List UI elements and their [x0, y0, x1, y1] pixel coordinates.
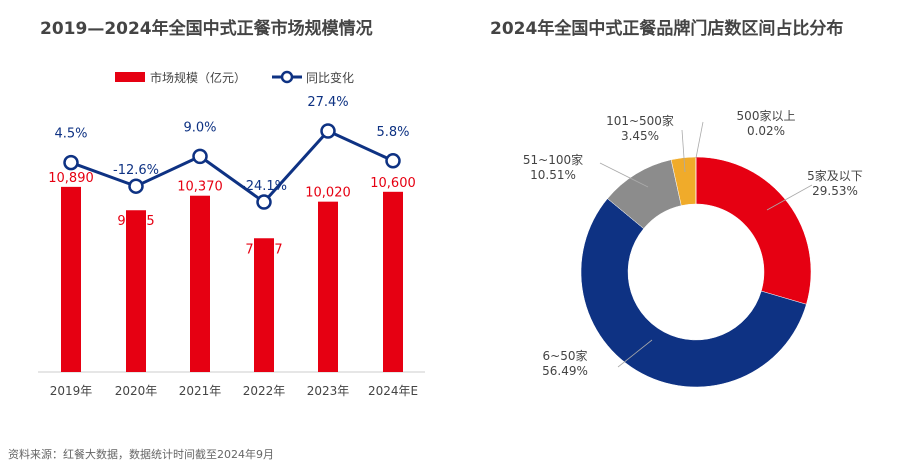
- bar-chart-title: 2019—2024年全国中式正餐市场规模情况: [40, 19, 373, 39]
- slice-name-label: 500家以上: [737, 108, 796, 123]
- slice-name-label: 6~50家: [543, 348, 588, 363]
- leader-line: [599, 162, 649, 188]
- yoy-point: [128, 178, 144, 194]
- yoy-value-label: 27.4%: [307, 95, 348, 110]
- bar-value-label: 10,370: [177, 180, 223, 195]
- yoy-point: [320, 123, 336, 139]
- bar-2024年E: [383, 191, 403, 372]
- leader-line: [695, 121, 704, 159]
- legend-bar-label: 市场规模（亿元）: [150, 70, 246, 85]
- bar-value-label: 10,020: [305, 186, 351, 201]
- legend-line-label: 同比变化: [306, 70, 354, 85]
- yoy-point: [385, 153, 401, 169]
- leader-line: [681, 129, 686, 173]
- bar-2021年: [190, 195, 210, 372]
- bar-value-label: 9,515: [117, 214, 154, 229]
- yoy-point: [63, 154, 79, 171]
- bar-2022年: [254, 238, 274, 372]
- yoy-value-label: -24.1%: [241, 179, 287, 194]
- x-tick-label: 2019年: [50, 384, 93, 398]
- slice-6~50家: [580, 198, 807, 388]
- x-tick-label: 2022年: [243, 384, 286, 398]
- yoy-value-label: 4.5%: [54, 127, 87, 142]
- footer-source: 资料来源：红餐大数据，数据统计时间截至2024年9月: [8, 448, 274, 461]
- x-tick-label: 2024年E: [368, 384, 418, 398]
- x-tick-label: 2021年: [179, 384, 222, 398]
- legend-bar-swatch: [115, 72, 145, 82]
- slice-5家及以下: [695, 156, 812, 305]
- slice-name-label: 5家及以下: [807, 168, 863, 183]
- yoy-point: [256, 194, 272, 210]
- leader-line: [766, 184, 813, 211]
- slice-name-label: 51~100家: [523, 152, 583, 167]
- x-tick-label: 2023年: [307, 384, 350, 398]
- bar-2023年: [318, 201, 338, 372]
- yoy-point: [192, 148, 208, 165]
- bar-value-label: 10,890: [48, 171, 94, 186]
- yoy-value-label: -12.6%: [113, 163, 159, 178]
- donut-chart-title: 2024年全国中式正餐品牌门店数区间占比分布: [490, 19, 844, 39]
- slice-name-label: 101~500家: [606, 113, 674, 128]
- slice-value-label: 56.49%: [542, 364, 588, 378]
- yoy-line: [70, 129, 394, 205]
- slice-value-label: 10.51%: [530, 168, 576, 182]
- x-tick-label: 2020年: [115, 384, 158, 398]
- yoy-value-label: 5.8%: [376, 125, 409, 140]
- bar-value-label: 10,600: [370, 176, 416, 191]
- slice-value-label: 0.02%: [747, 124, 785, 138]
- legend-line-marker: [280, 70, 294, 84]
- slice-value-label: 3.45%: [621, 129, 659, 143]
- slice-value-label: 29.53%: [812, 184, 858, 198]
- bar-value-label: 7,867: [245, 242, 282, 257]
- yoy-value-label: 9.0%: [183, 120, 216, 135]
- bar-2019年: [61, 186, 81, 372]
- bar-2020年: [126, 210, 146, 372]
- leader-line: [617, 339, 653, 368]
